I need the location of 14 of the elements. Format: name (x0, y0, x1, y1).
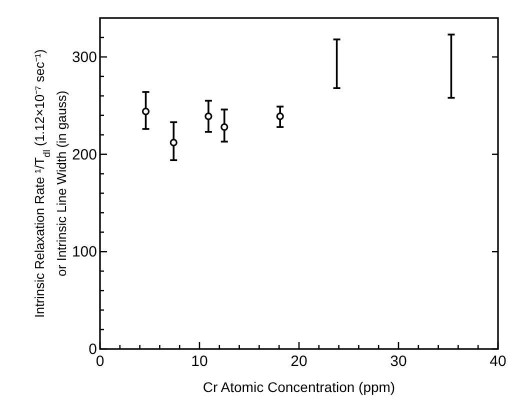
x-tick-label: 20 (290, 353, 308, 370)
point (142, 108, 150, 116)
point (276, 112, 284, 120)
y-tick-label: 100 (72, 244, 97, 261)
y-tick-label: 0 (88, 341, 97, 358)
point (204, 112, 212, 120)
y-tick-label: 300 (72, 48, 97, 66)
x-axis-title: Cr Atomic Concentration (ppm) (202, 379, 396, 395)
x-tick-label: 30 (390, 353, 407, 370)
y-tick-label: 200 (72, 146, 97, 164)
x-tick-label: 10 (191, 353, 208, 370)
point (220, 123, 228, 131)
point (170, 138, 178, 146)
x-tick-label: 40 (490, 353, 506, 370)
